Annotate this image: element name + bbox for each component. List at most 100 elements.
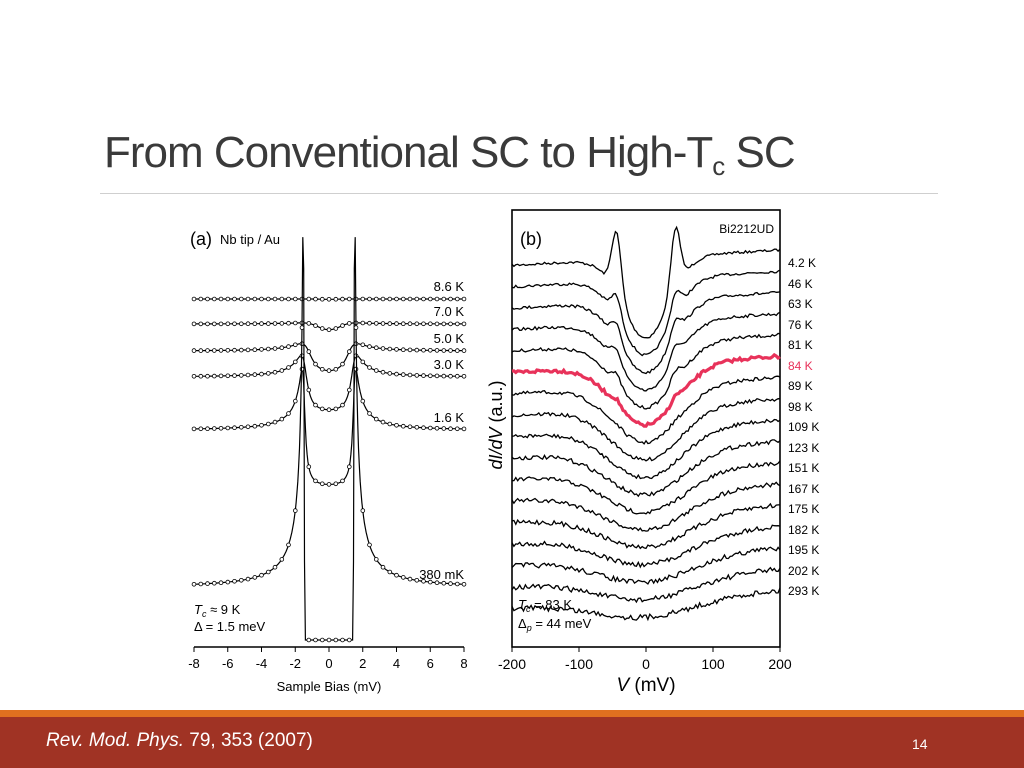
panel-a-point [252, 296, 258, 302]
panel-a-point [252, 423, 258, 429]
panel-a-point [394, 296, 399, 302]
panel-a-point [232, 321, 237, 327]
panel-a-point [380, 564, 386, 570]
panel-a-point [306, 321, 312, 326]
panel-a-point [245, 347, 251, 353]
title-main: From Conventional SC to High-T [104, 128, 713, 177]
panel-a-point [198, 296, 204, 302]
panel-a-point [286, 365, 291, 370]
panel-a-point [407, 576, 413, 582]
panel-b-annot-dsub: p [526, 623, 532, 633]
panel-a-point [333, 481, 339, 487]
panel-a-point [293, 508, 298, 513]
panel-a-point [421, 321, 426, 327]
panel-a-point [313, 323, 318, 328]
panel-b-curve [511, 524, 781, 569]
panel-a-point [306, 464, 312, 470]
panel-a-point [367, 365, 372, 370]
panel-a-point [448, 373, 453, 379]
panel-a-point [205, 426, 210, 432]
panel-a-point [205, 581, 210, 586]
panel-b-curve [511, 311, 781, 392]
panel-a-point [225, 296, 231, 302]
panel-a-point [225, 321, 231, 327]
panel-a-point [293, 296, 298, 302]
panel-a-point [279, 321, 285, 326]
panel-a-point [272, 564, 278, 570]
panel-a-point [461, 296, 467, 302]
panel-a-point [367, 344, 372, 349]
panel-a-point [326, 482, 332, 487]
panel-a-point [333, 367, 339, 372]
panel-a-point [211, 296, 217, 302]
panel-a-point [407, 321, 413, 326]
panel-a-point [198, 321, 204, 327]
panel-a-series-label: 380 mK [419, 567, 464, 582]
panel-a-point [421, 578, 426, 584]
panel-a-point [191, 374, 197, 379]
panel-a-point [448, 296, 453, 302]
panel-a-point [218, 580, 224, 586]
panel-a-series-labels: 8.6 K 7.0 K 5.0 K 3.0 K 1.6 K 380 mK [419, 279, 464, 582]
panel-a-point [238, 577, 244, 583]
panel-a-point [191, 296, 197, 302]
panel-a-series-label: 8.6 K [434, 279, 465, 294]
panel-a-point [387, 421, 393, 427]
citation-details: 79, 353 (2007) [183, 730, 313, 751]
panel-b-series-label: 182 K [788, 523, 819, 537]
panel-a-xlabel: Sample Bias (mV) [277, 679, 382, 694]
panel-a-point [421, 296, 426, 302]
panel-b-series-label: 175 K [788, 502, 819, 516]
panel-a-point [407, 296, 413, 302]
panel-a-tick-label: -4 [256, 656, 268, 671]
panel-a-point [434, 321, 440, 327]
panel-b-curve [511, 269, 781, 357]
panel-a-point [414, 425, 420, 430]
panel-a-point [238, 347, 244, 353]
panel-a-point [293, 320, 298, 326]
panel-a-point [401, 423, 406, 429]
panel-a-point [313, 296, 318, 302]
panel-a-point [326, 368, 332, 373]
panel-a-series-label: 7.0 K [434, 304, 465, 319]
panel-a-point [414, 321, 420, 327]
panel-b-series-label: 76 K [788, 318, 813, 332]
panel-a-point [421, 347, 426, 353]
panel-b-series-label: 81 K [788, 338, 813, 352]
panel-a-point [360, 296, 366, 302]
panel-a-point [454, 348, 460, 353]
panel-a-point [353, 325, 359, 330]
panel-a-point [374, 321, 379, 326]
panel-a-ticks: -8 -6 -4 -2 0 2 4 6 8 [188, 647, 468, 671]
panel-a-point [313, 637, 318, 643]
panel-b-annot-drest: = 44 meV [532, 616, 592, 631]
panel-a-point [259, 423, 264, 428]
footer-bar: Rev. Mod. Phys. 79, 353 (2007) 14 [0, 717, 1024, 768]
panel-a-series-label: 5.0 K [434, 331, 465, 346]
panel-a-title: Nb tip / Au [220, 232, 280, 247]
panel-a-point [286, 542, 291, 548]
panel-b-curve [511, 502, 780, 550]
panel-a-point [320, 367, 325, 372]
panel-a-point [434, 373, 440, 379]
panel-a-point [286, 344, 291, 349]
citation: Rev. Mod. Phys. 79, 353 (2007) [46, 730, 313, 752]
panel-a-point [272, 419, 278, 425]
panel-a-point [347, 321, 352, 326]
title-divider [100, 193, 938, 194]
panel-a-tick-label: 2 [359, 656, 366, 671]
panel-a-point [205, 348, 210, 353]
panel-a-point [374, 296, 379, 302]
panel-a-point [340, 402, 345, 408]
panel-a-point [313, 478, 318, 484]
panel-a-point [374, 368, 379, 373]
panel-a-point [259, 572, 264, 578]
panel-a-point [428, 373, 433, 379]
panel-a-point [428, 321, 433, 327]
panel-b-curve [511, 397, 781, 462]
panel-a-point [407, 424, 413, 430]
panel-a-point [374, 345, 379, 351]
panel-a-point [272, 321, 278, 326]
panel-a-point [421, 373, 426, 378]
panel-a-point [387, 321, 393, 326]
